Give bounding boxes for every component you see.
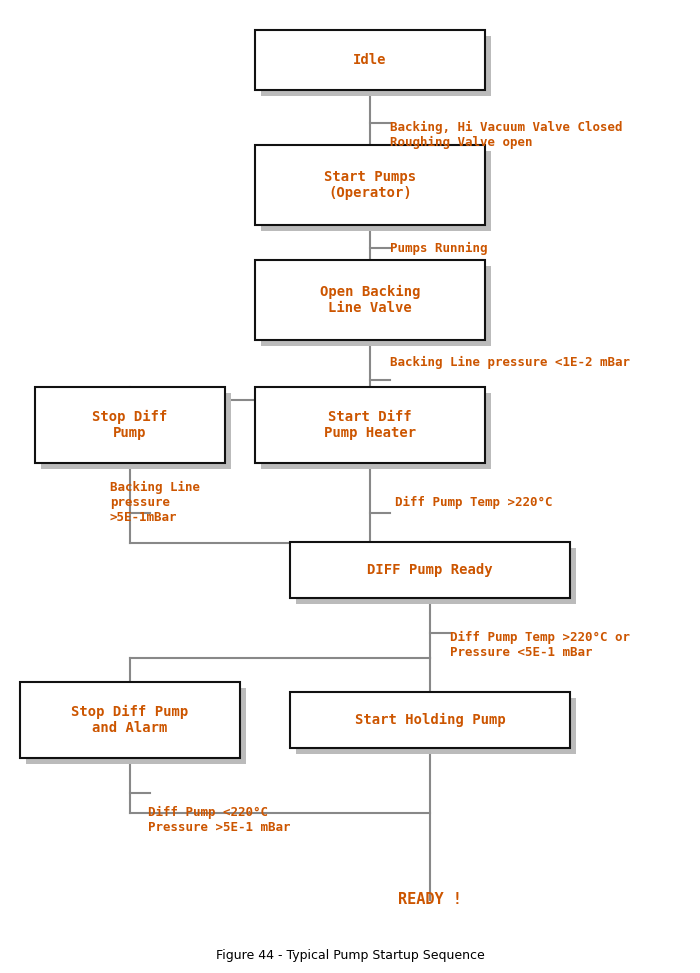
FancyBboxPatch shape	[255, 145, 485, 225]
Text: Figure 44 - Typical Pump Startup Sequence: Figure 44 - Typical Pump Startup Sequenc…	[216, 949, 484, 961]
FancyBboxPatch shape	[261, 151, 491, 231]
Text: Diff Pump Temp >220°C or
Pressure <5E-1 mBar: Diff Pump Temp >220°C or Pressure <5E-1 …	[450, 631, 630, 659]
FancyBboxPatch shape	[41, 393, 231, 469]
Text: Pumps Running: Pumps Running	[390, 241, 487, 255]
Text: Stop Diff
Pump: Stop Diff Pump	[92, 410, 168, 440]
FancyBboxPatch shape	[296, 548, 576, 604]
FancyBboxPatch shape	[35, 387, 225, 463]
FancyBboxPatch shape	[290, 542, 570, 598]
Text: READY !: READY !	[398, 892, 462, 908]
FancyBboxPatch shape	[290, 692, 570, 748]
FancyBboxPatch shape	[26, 688, 246, 764]
Text: Start Holding Pump: Start Holding Pump	[355, 713, 505, 727]
FancyBboxPatch shape	[255, 30, 485, 90]
Text: DIFF Pump Ready: DIFF Pump Ready	[368, 563, 493, 577]
Text: Backing, Hi Vacuum Valve Closed
Roughing Valve open: Backing, Hi Vacuum Valve Closed Roughing…	[390, 121, 622, 149]
Text: Start Diff
Pump Heater: Start Diff Pump Heater	[324, 410, 416, 440]
FancyBboxPatch shape	[255, 260, 485, 340]
FancyBboxPatch shape	[296, 698, 576, 754]
Text: Idle: Idle	[354, 53, 386, 67]
Text: Backing Line pressure <1E-2 mBar: Backing Line pressure <1E-2 mBar	[390, 355, 630, 369]
FancyBboxPatch shape	[261, 266, 491, 346]
Text: Open Backing
Line Valve: Open Backing Line Valve	[320, 285, 420, 315]
FancyBboxPatch shape	[261, 393, 491, 469]
Text: Diff Pump Temp >220°C: Diff Pump Temp >220°C	[395, 495, 552, 509]
Text: Diff Pump <220°C
Pressure >5E-1 mBar: Diff Pump <220°C Pressure >5E-1 mBar	[148, 806, 290, 834]
FancyBboxPatch shape	[20, 682, 240, 758]
Text: Backing Line
pressure
>5E-1mBar: Backing Line pressure >5E-1mBar	[110, 481, 200, 523]
Text: Stop Diff Pump
and Alarm: Stop Diff Pump and Alarm	[71, 704, 188, 736]
FancyBboxPatch shape	[255, 387, 485, 463]
Text: Start Pumps
(Operator): Start Pumps (Operator)	[324, 170, 416, 200]
FancyBboxPatch shape	[261, 36, 491, 96]
